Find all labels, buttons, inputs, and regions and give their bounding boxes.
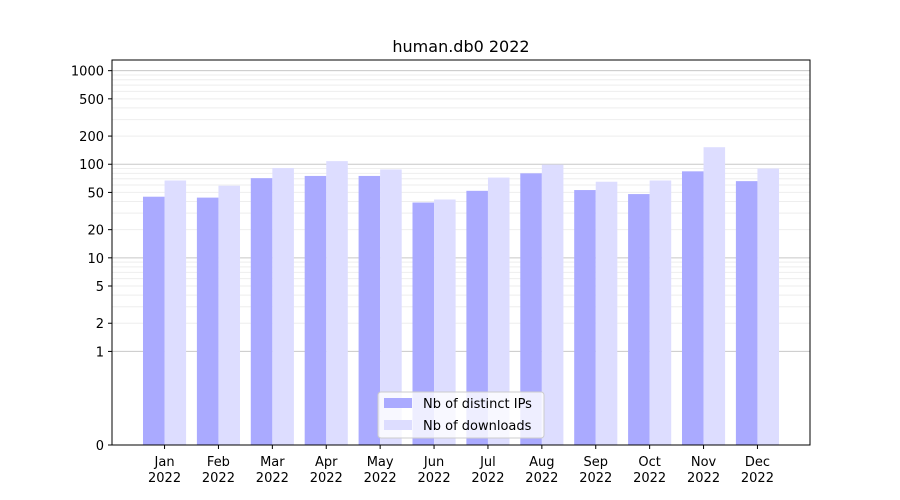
y-tick-label: 0 <box>96 439 104 454</box>
y-tick-label: 200 <box>79 130 104 145</box>
y-tick-label: 5 <box>96 280 104 295</box>
legend-label-ips: Nb of distinct IPs <box>423 397 532 412</box>
bar-distinct-ips <box>466 190 488 445</box>
bar-downloads <box>218 185 241 446</box>
y-axis: 0 1 2 5 10 20 50 100 200 500 1000 <box>71 65 112 454</box>
bar-distinct-ips <box>358 175 381 445</box>
x-tick-label-month: Feb <box>207 455 230 470</box>
y-tick-label: 20 <box>87 224 104 239</box>
bar-downloads <box>380 169 402 446</box>
bar-downloads <box>326 161 348 445</box>
y-tick-label: 100 <box>79 158 104 173</box>
bar-distinct-ips <box>574 190 596 445</box>
bar-downloads <box>434 199 456 445</box>
x-tick-label-month: May <box>367 455 394 470</box>
x-tick-label-month: Jan <box>154 455 175 470</box>
x-tick-label-year: 2022 <box>364 471 397 486</box>
y-tick-label: 1000 <box>71 65 104 80</box>
legend-box <box>377 391 545 439</box>
x-tick-label-month: Oct <box>638 455 660 470</box>
bar-downloads <box>703 147 726 445</box>
x-tick-label-month: Apr <box>315 455 338 470</box>
y-tick-label: 50 <box>87 186 104 201</box>
x-tick-label-year: 2022 <box>525 471 558 486</box>
legend-label-downloads: Nb of downloads <box>423 419 532 434</box>
x-tick-label-month: Aug <box>529 455 554 470</box>
bar-downloads <box>272 168 294 445</box>
bar-downloads <box>757 168 780 445</box>
plot-frame <box>111 59 811 446</box>
chart-title: human.db0 2022 <box>392 37 529 56</box>
legend-swatch-downloads <box>384 420 412 430</box>
x-tick-label-year: 2022 <box>310 471 343 486</box>
bar-distinct-ips <box>250 178 273 445</box>
x-tick-label-month: Jun <box>423 455 444 470</box>
bar-distinct-ips <box>304 175 327 445</box>
bar-downloads <box>541 164 564 445</box>
x-tick-label-month: Sep <box>583 455 608 470</box>
x-tick-label-year: 2022 <box>256 471 289 486</box>
y-tick-label: 500 <box>79 93 104 108</box>
x-tick-label-year: 2022 <box>202 471 235 486</box>
y-tick-label: 2 <box>96 317 104 332</box>
bar-distinct-ips <box>628 194 650 445</box>
bar-distinct-ips <box>412 202 435 445</box>
x-tick-label-year: 2022 <box>471 471 504 486</box>
x-tick-label-year: 2022 <box>633 471 666 486</box>
y-tick-label: 10 <box>87 252 104 267</box>
bar-distinct-ips <box>681 171 704 445</box>
x-tick-label-month: Jul <box>479 455 496 470</box>
x-tick-label-month: Dec <box>745 455 770 470</box>
legend-swatch-ips <box>384 398 412 408</box>
y-tick-label: 1 <box>96 345 104 360</box>
bar-distinct-ips <box>196 197 219 445</box>
bars <box>142 147 780 446</box>
bar-distinct-ips <box>520 173 542 445</box>
bar-distinct-ips <box>735 181 758 445</box>
x-tick-label-year: 2022 <box>418 471 451 486</box>
bar-downloads <box>649 180 672 446</box>
x-tick-label-month: Mar <box>260 455 285 470</box>
legend: Nb of distinct IPs Nb of downloads <box>377 391 545 439</box>
x-tick-label-year: 2022 <box>148 471 181 486</box>
bar-downloads <box>164 180 187 446</box>
x-tick-label-year: 2022 <box>741 471 774 486</box>
x-tick-label-month: Nov <box>691 455 717 470</box>
x-axis: Jan2022Feb2022Mar2022Apr2022May2022Jun20… <box>148 445 774 486</box>
bar-downloads <box>487 177 510 446</box>
x-tick-label-year: 2022 <box>579 471 612 486</box>
x-tick-label-year: 2022 <box>687 471 720 486</box>
bar-downloads <box>595 181 618 446</box>
bar-distinct-ips <box>142 196 165 445</box>
